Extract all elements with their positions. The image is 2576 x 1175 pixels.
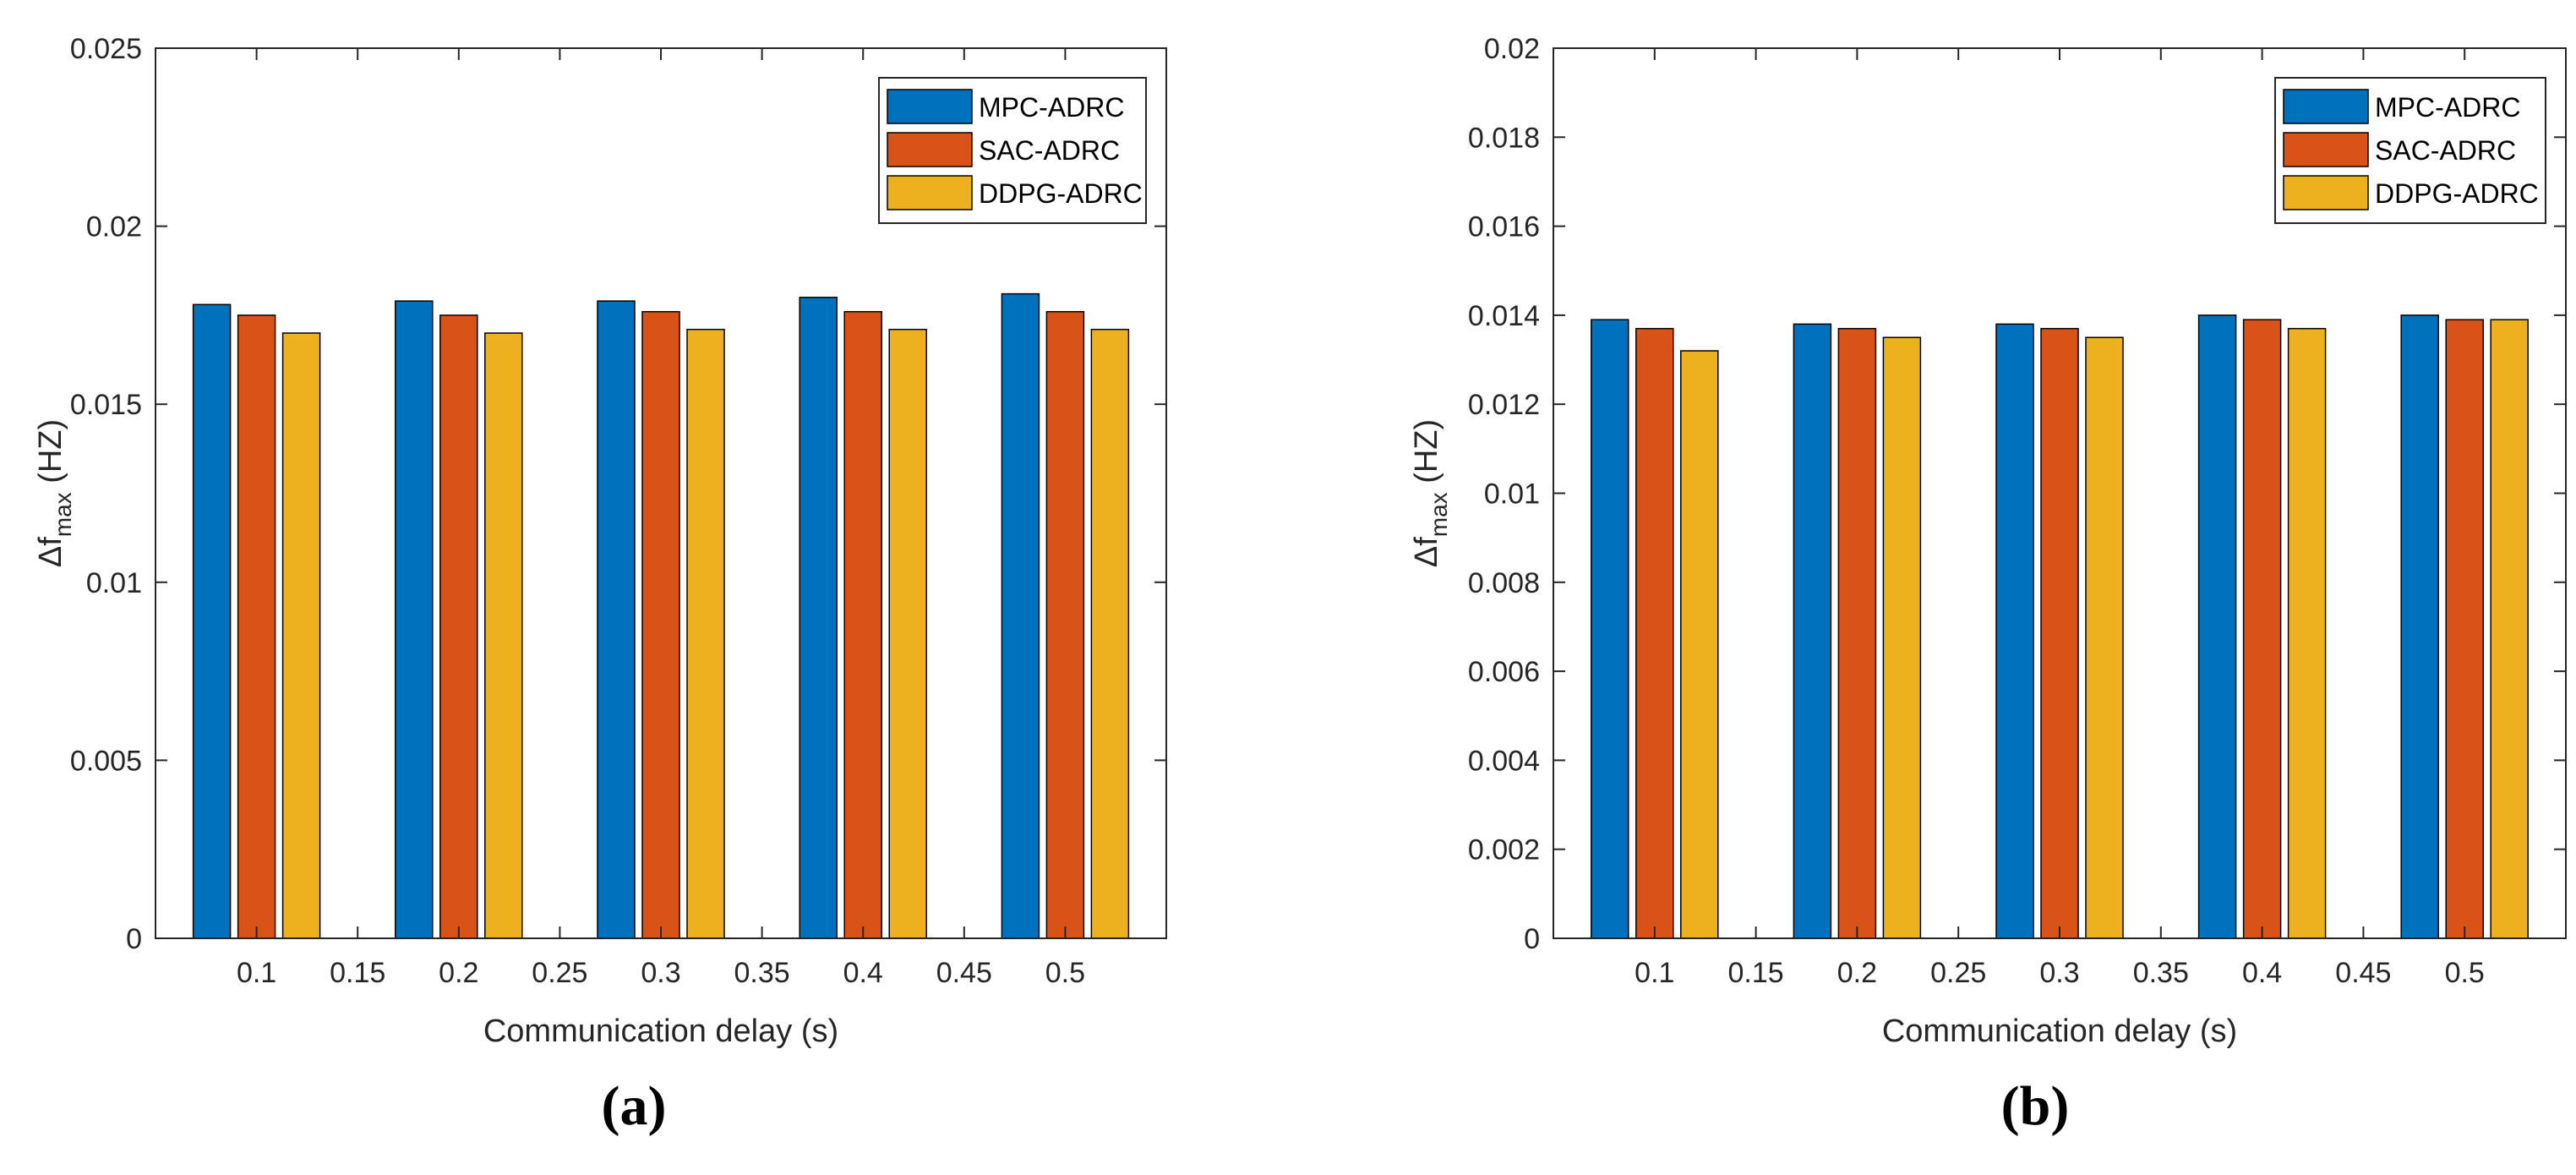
bar-sac-adrc-0.4 (843, 310, 882, 939)
legend-label-sac-adrc: SAC-ADRC (2375, 135, 2516, 166)
x-tick-label: 0.15 (1728, 957, 1784, 989)
x-tick-label: 0.2 (439, 957, 478, 989)
bar-ddpg-adrc-0.3 (2085, 336, 2124, 939)
x-tick-label: 0.2 (1837, 957, 1877, 989)
x-tick-label: 0.3 (2039, 957, 2079, 989)
panel-label: (a) (602, 1075, 667, 1137)
bar-sac-adrc-0.2 (439, 314, 478, 939)
bar-sac-adrc-0.4 (2242, 319, 2282, 939)
y-tick-label: 0.002 (1468, 834, 1540, 866)
bar-ddpg-adrc-0.3 (686, 328, 725, 939)
legend-swatch-sac-adrc (887, 132, 973, 167)
panel-label: (b) (2001, 1075, 2070, 1137)
x-tick-label: 0.4 (2242, 957, 2282, 989)
y-tick-label: 0.01 (86, 567, 142, 599)
bar-ddpg-adrc-0.2 (484, 332, 523, 939)
x-tick-label: 0.5 (1045, 957, 1085, 989)
y-tick-label: 0.004 (1468, 745, 1540, 777)
chart-panel-a: 0 0.005 0.01 0.015 0.02 0.025 0.1 0.15 0.2 0.25 0.… (33, 33, 1167, 1137)
legend-label-mpc-adrc: MPC-ADRC (2375, 92, 2520, 123)
y-tick-label: 0.006 (1468, 656, 1540, 688)
bar-ddpg-adrc-0.4 (888, 328, 927, 939)
x-tick-label: 0.15 (330, 957, 385, 989)
bar-mpc-adrc-0.4 (799, 297, 838, 939)
bar-mpc-adrc-0.1 (1591, 319, 1629, 939)
bar-ddpg-adrc-0.5 (1090, 328, 1130, 939)
x-tick-label: 0.1 (237, 957, 276, 989)
bar-mpc-adrc-0.2 (1793, 323, 1832, 939)
y-tick-label: 0.015 (70, 389, 142, 421)
x-tick-label: 0.4 (843, 957, 883, 989)
bar-ddpg-adrc-0.1 (1680, 350, 1719, 939)
bar-ddpg-adrc-0.4 (2287, 327, 2327, 939)
x-tick-label: 0.25 (1930, 957, 1986, 989)
y-tick-label: 0 (126, 923, 142, 955)
legend-label-ddpg-adrc: DDPG-ADRC (979, 178, 1143, 209)
y-tick-label: 0.016 (1468, 211, 1540, 243)
bar-ddpg-adrc-0.2 (1882, 336, 1922, 939)
legend-swatch-ddpg-adrc (887, 175, 973, 210)
x-axis-label: Communication delay (s) (1882, 1014, 2237, 1049)
y-tick-label: 0.008 (1468, 567, 1540, 599)
x-axis-label: Communication delay (s) (483, 1014, 838, 1049)
bar-mpc-adrc-0.4 (2197, 314, 2237, 939)
bar-mpc-adrc-0.5 (1001, 292, 1040, 939)
x-tick-label: 0.5 (2445, 957, 2485, 989)
bar-mpc-adrc-0.1 (192, 303, 232, 939)
y-tick-label: 0 (1524, 923, 1540, 955)
x-tick-label: 0.35 (734, 957, 790, 989)
y-tick-label: 0.005 (70, 745, 142, 777)
legend-label-sac-adrc: SAC-ADRC (979, 135, 1120, 166)
legend-swatch-ddpg-adrc (2283, 175, 2369, 210)
legend-swatch-mpc-adrc (2283, 89, 2369, 124)
y-tick-label: 0.02 (1484, 33, 1540, 65)
chart-panel-b: 0 0.002 0.004 0.006 0.008 0.01 0.012 0.014 0.016… (1409, 33, 2567, 1137)
x-tick-label: 0.45 (936, 957, 992, 989)
x-tick-label: 0.1 (1635, 957, 1674, 989)
legend-label-mpc-adrc: MPC-ADRC (979, 92, 1124, 123)
bar-mpc-adrc-0.2 (395, 300, 434, 939)
x-tick-label: 0.35 (2133, 957, 2189, 989)
bar-sac-adrc-0.3 (2040, 327, 2079, 939)
x-tick-label: 0.3 (641, 957, 680, 989)
x-tick-label: 0.25 (532, 957, 587, 989)
bar-sac-adrc-0.5 (2445, 319, 2484, 939)
bar-mpc-adrc-0.5 (2400, 314, 2439, 939)
bar-mpc-adrc-0.3 (1995, 323, 2034, 939)
y-tick-label: 0.01 (1484, 478, 1540, 511)
bar-sac-adrc-0.1 (1635, 327, 1674, 939)
legend-label-ddpg-adrc: DDPG-ADRC (2375, 178, 2539, 209)
legend-swatch-sac-adrc (2283, 132, 2369, 167)
x-tick-label: 0.45 (2335, 957, 2391, 989)
bar-ddpg-adrc-0.1 (281, 332, 321, 939)
legend-swatch-mpc-adrc (887, 89, 973, 124)
y-tick-label: 0.02 (86, 211, 142, 243)
bar-sac-adrc-0.2 (1837, 327, 1877, 939)
y-tick-label: 0.012 (1468, 389, 1540, 421)
y-tick-label: 0.018 (1468, 122, 1540, 154)
y-axis-label: Δfmax (HZ) (33, 419, 76, 567)
y-tick-label: 0.014 (1468, 300, 1540, 332)
bar-ddpg-adrc-0.5 (2490, 319, 2529, 939)
y-tick-label: 0.025 (70, 33, 142, 65)
bar-mpc-adrc-0.3 (597, 300, 636, 939)
bar-sac-adrc-0.5 (1045, 310, 1085, 939)
bar-sac-adrc-0.3 (641, 310, 680, 939)
bar-sac-adrc-0.1 (237, 314, 276, 939)
y-axis-label: Δfmax (HZ) (1409, 419, 1452, 567)
